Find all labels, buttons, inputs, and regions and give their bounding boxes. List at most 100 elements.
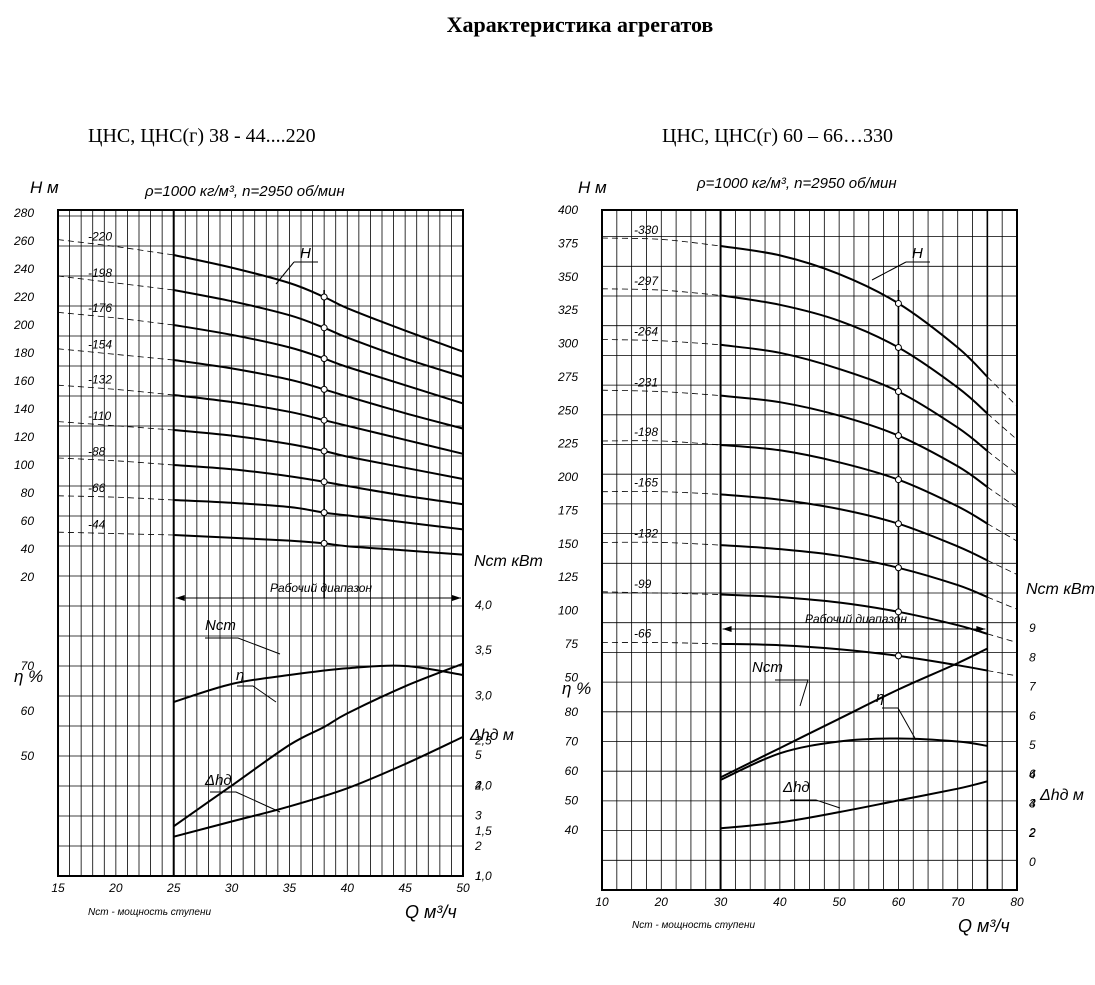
dh-curve-label: Δhд	[782, 779, 810, 796]
n-tick-label: 2,0	[474, 779, 492, 793]
h-curve-dashed	[601, 591, 721, 595]
h-curve-dashed	[987, 633, 1018, 643]
eta-tick-label: 70	[21, 659, 35, 673]
series-label: -231	[634, 375, 658, 389]
dh-tick-label: 6	[1029, 767, 1036, 781]
dh-axis-label: Δhд м	[1039, 787, 1084, 804]
x-tick-label: 10	[595, 895, 609, 909]
h-tick-label: 240	[13, 262, 34, 276]
series-label: -330	[634, 223, 658, 237]
h-curve-dashed	[57, 348, 174, 361]
n-axis-label: Nст кВт	[1026, 581, 1095, 598]
h-tick-label: 260	[13, 234, 34, 248]
nominal-point-marker	[320, 324, 328, 332]
h-curve-dashed	[57, 457, 174, 466]
h-tick-label: 125	[558, 570, 578, 584]
eta-callout-line	[882, 707, 917, 741]
series-label: -66	[634, 627, 652, 641]
n-curve-label: Nст	[205, 617, 236, 634]
h-curve-label: H	[300, 245, 311, 262]
dh-curve-label: Δhд	[204, 772, 232, 789]
series-label: -154	[88, 338, 112, 352]
nominal-point-marker	[894, 388, 902, 396]
n-tick-label: 7	[1029, 680, 1037, 694]
n-tick-label: 5	[1029, 738, 1036, 752]
h-callout-line	[871, 261, 907, 281]
h-tick-label: 300	[558, 337, 578, 351]
x-axis-label: Q м³/ч	[405, 902, 457, 922]
h-curve-dashed	[57, 531, 174, 536]
h-curve-dashed	[57, 239, 174, 256]
eta-tick-label: 50	[565, 794, 579, 808]
dh-tick-label: 2	[1028, 826, 1036, 840]
eta-tick-label: 70	[565, 735, 579, 749]
nominal-point-marker	[320, 355, 328, 363]
h-curve-dashed	[987, 376, 1018, 407]
h-callout-line	[275, 261, 295, 285]
h-curve-label: H	[912, 245, 923, 262]
h-tick-label: 50	[565, 670, 579, 684]
h-curve-dashed	[57, 421, 174, 431]
nominal-point-marker	[894, 344, 902, 352]
n-tick-label: 3,0	[475, 688, 492, 702]
n-tick-label: 4	[1029, 767, 1036, 781]
right-chart-title: ЦНС, ЦНС(г) 60 – 66…330	[662, 125, 893, 147]
h-curve-dashed	[601, 541, 721, 546]
series-label: -88	[88, 444, 106, 458]
eta-callout-line	[237, 685, 277, 703]
n-curve-label: Nст	[752, 659, 783, 676]
h-curve-dashed	[987, 670, 1018, 677]
n-callout-line	[205, 637, 281, 655]
h-curve-solid	[720, 343, 989, 452]
h-tick-label: 75	[565, 637, 579, 651]
eta-tick-label: 40	[565, 823, 579, 837]
x-tick-label: 40	[773, 895, 787, 909]
h-tick-label: 160	[14, 374, 34, 388]
h-curve-dashed	[601, 339, 721, 346]
x-tick-label: 20	[108, 881, 123, 895]
n-tick-label: 4,0	[475, 598, 492, 612]
dh-tick-label: 3	[475, 809, 482, 823]
series-label: -110	[88, 409, 111, 423]
h-tick-label: 100	[14, 458, 34, 472]
x-tick-label: 25	[166, 881, 181, 895]
nominal-point-marker	[320, 385, 328, 393]
eta-tick-label: 60	[565, 764, 579, 778]
x-tick-label: 30	[714, 895, 728, 909]
series-label: -297	[634, 274, 659, 288]
eta-axis-label: η %	[562, 679, 591, 698]
h-curve-dashed	[57, 495, 174, 501]
x-tick-label: 20	[654, 895, 669, 909]
x-tick-label: 50	[832, 895, 846, 909]
n-tick-label: 8	[1029, 650, 1036, 664]
series-label: -176	[88, 301, 112, 315]
dh-tick-label: 0	[1029, 855, 1036, 869]
eta-curve-label: η	[236, 667, 244, 684]
series-label: -132	[88, 373, 112, 387]
dh-tick-label: 4	[1029, 796, 1036, 810]
eta-axis-label: η %	[14, 667, 43, 686]
h-tick-label: 400	[558, 203, 578, 217]
n-tick-label: 3,5	[475, 643, 492, 657]
eta-curve-label: η	[876, 689, 884, 706]
h-curve-dashed	[57, 275, 174, 291]
page-title: Характеристика агрегатов	[446, 12, 714, 37]
nominal-point-marker	[894, 564, 902, 572]
x-tick-label: 80	[1010, 895, 1024, 909]
x-tick-label: 45	[398, 881, 412, 895]
h-tick-label: 100	[558, 604, 578, 618]
h-tick-label: 375	[558, 236, 578, 250]
h-curve-dashed	[601, 288, 721, 296]
h-curve-solid	[720, 544, 988, 599]
h-tick-label: 280	[13, 206, 34, 220]
n-curve	[173, 662, 464, 828]
h-curve-dashed	[601, 642, 721, 645]
h-tick-label: 275	[557, 370, 578, 384]
series-label: -165	[634, 476, 658, 490]
eta-tick-label: 80	[565, 705, 579, 719]
h-curve-dashed	[57, 384, 174, 396]
h-curve-dashed	[987, 596, 1018, 610]
nominal-point-marker	[320, 447, 328, 455]
eta-tick-label: 50	[21, 749, 35, 763]
